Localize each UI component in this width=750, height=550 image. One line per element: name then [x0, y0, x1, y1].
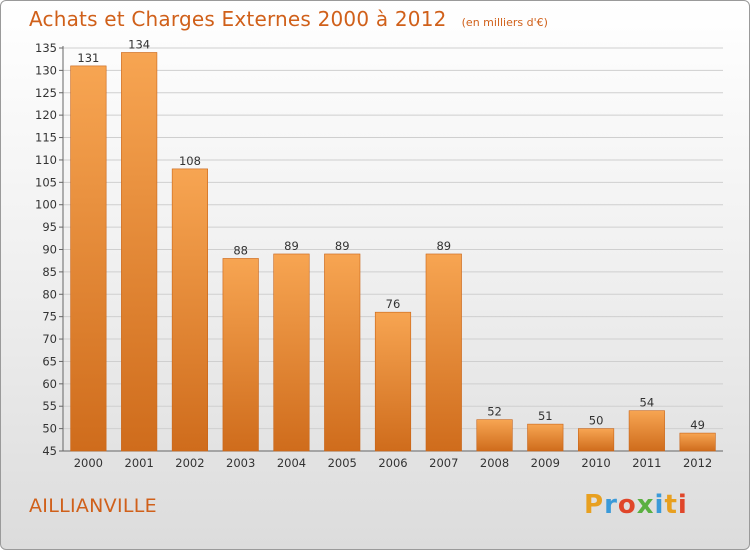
value-label: 89	[436, 239, 451, 253]
y-tick-labels: 45 50 55 60 65 70 75 80 85 90 95 100 105 110 115 120 125…	[35, 41, 57, 458]
chart-subtitle: (en milliers d'€)	[461, 16, 548, 29]
value-label: 131	[77, 51, 99, 65]
value-label: 54	[640, 396, 655, 410]
y-tick-label: 135	[35, 41, 57, 55]
y-tick-label: 85	[42, 265, 57, 279]
x-tick-label: 2006	[378, 456, 407, 470]
y-tick-label: 125	[35, 86, 57, 100]
title-row: Achats et Charges Externes 2000 à 2012 (…	[29, 7, 548, 31]
value-label: 76	[386, 297, 401, 311]
x-tick-label: 2008	[480, 456, 509, 470]
bar-2000	[70, 65, 107, 452]
logo-letter: P	[584, 490, 605, 520]
y-tick-label: 45	[42, 444, 57, 458]
bar-2006	[374, 311, 412, 452]
x-tick-label: 2010	[581, 456, 610, 470]
logo-letter: r	[604, 490, 618, 520]
bar-2001	[121, 52, 158, 452]
x-tick-label: 2007	[429, 456, 458, 470]
y-tick-label: 80	[42, 287, 57, 301]
y-tick-label: 130	[35, 63, 57, 77]
x-tick-label: 2003	[226, 456, 255, 470]
bar-2009	[527, 423, 564, 452]
bar-2011	[628, 410, 665, 452]
x-tick-labels: 2000 2001 2002 2003 2004 2005 2006 2007 2008 2009…	[74, 456, 713, 470]
y-tick-label: 65	[42, 354, 57, 368]
x-tick-label: 2004	[277, 456, 306, 470]
bar-2007	[425, 253, 462, 452]
y-tick-label: 75	[42, 310, 57, 324]
bar-2005	[324, 253, 361, 452]
value-label: 108	[179, 154, 201, 168]
x-tick-label: 2002	[175, 456, 204, 470]
y-tick-label: 105	[35, 175, 57, 189]
logo-letter: i	[654, 490, 665, 520]
y-tick-label: 55	[42, 399, 57, 413]
bar-2002	[171, 168, 208, 452]
value-label: 134	[128, 37, 150, 51]
value-labels: 131 134 108 88 89 89 76 89 52 51 50 54 49	[77, 37, 705, 432]
y-tick-label: 100	[35, 198, 57, 212]
logo-letter: x	[636, 490, 655, 520]
value-label: 89	[284, 239, 299, 253]
commune-name: AILLIANVILLE	[29, 495, 157, 517]
x-tick-label: 2011	[632, 456, 661, 470]
y-tick-label: 115	[35, 131, 57, 145]
bar-2010	[578, 428, 615, 452]
bars	[70, 52, 716, 452]
value-label: 50	[589, 414, 604, 428]
value-label: 88	[233, 243, 248, 257]
value-label: 51	[538, 409, 553, 423]
value-label: 52	[487, 405, 502, 419]
value-label: 89	[335, 239, 350, 253]
x-tick-label: 2000	[74, 456, 103, 470]
logo-letter: i	[677, 490, 688, 520]
bar-2003	[222, 258, 259, 452]
y-tick-label: 90	[42, 243, 57, 257]
y-tick-label: 60	[42, 377, 57, 391]
logo-letter: o	[617, 490, 637, 520]
x-tick-label: 2001	[125, 456, 154, 470]
bar-2004	[273, 253, 310, 452]
y-tick-label: 70	[42, 332, 57, 346]
y-tick-label: 110	[35, 153, 57, 167]
value-label: 49	[690, 418, 705, 432]
x-tick-label: 2012	[683, 456, 712, 470]
x-tick-label: 2005	[328, 456, 357, 470]
y-tick-label: 50	[42, 422, 57, 436]
proxiti-logo: Proxiti	[584, 490, 688, 520]
y-tick-label: 120	[35, 108, 57, 122]
y-tick-label: 95	[42, 220, 57, 234]
chart-title: Achats et Charges Externes 2000 à 2012	[29, 7, 447, 31]
bar-2008	[476, 419, 513, 452]
bar-2012	[679, 432, 716, 452]
logo-letter: t	[664, 490, 678, 520]
x-tick-label: 2009	[531, 456, 560, 470]
